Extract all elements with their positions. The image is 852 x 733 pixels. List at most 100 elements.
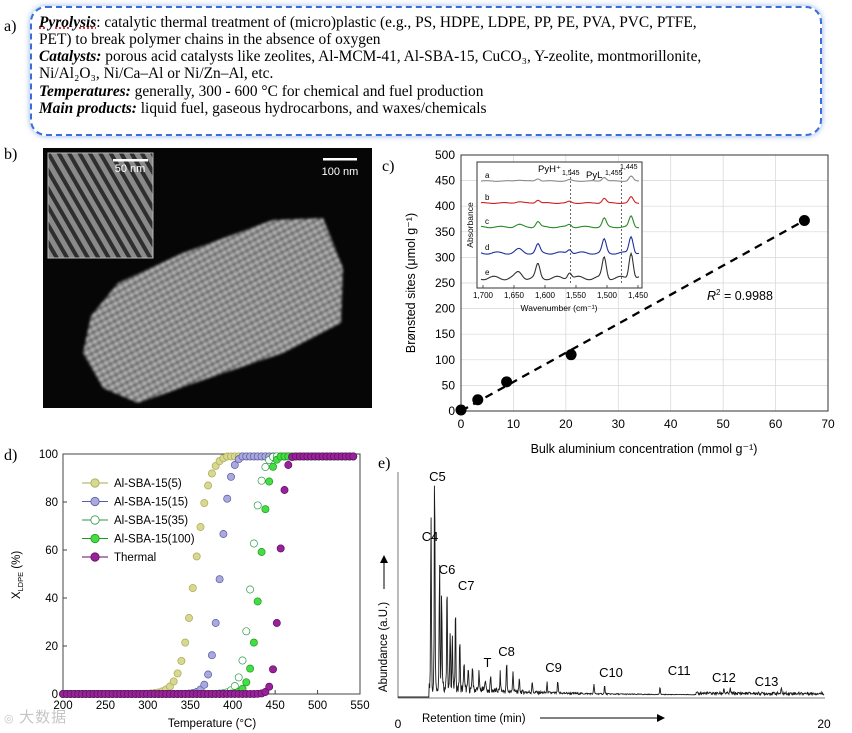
inset-trace: [480, 251, 640, 281]
d-data-point: [269, 462, 277, 471]
peak-label: C6: [439, 562, 456, 577]
legend-marker: [90, 496, 100, 507]
c-xtick-label: 50: [716, 417, 730, 431]
peak-label: C11: [668, 663, 691, 678]
d-data-point: [242, 678, 251, 687]
d-data-point: [181, 638, 190, 647]
peak-label: C12: [712, 670, 736, 685]
catalysts-text-1: porous acid catalysts like zeolites, Al-…: [101, 48, 702, 65]
inset-trace: [480, 215, 639, 229]
d-xtick-label: 550: [350, 700, 369, 712]
d-data-point: [242, 627, 251, 636]
d-data-point: [249, 638, 258, 647]
peak-label: C10: [599, 665, 623, 680]
inset-xtick-label: 1,550: [566, 291, 587, 300]
pyrolysis-text-1: : catalytic thermal treatment of (micro)…: [96, 14, 697, 31]
d-data-point: [185, 614, 193, 622]
d-data-point: [249, 539, 258, 548]
legend-label: Al-SBA-15(5): [114, 478, 182, 490]
legend-marker: [90, 515, 100, 525]
c-ytick-label: 300: [435, 250, 455, 264]
c-ytick-label: 350: [435, 225, 455, 239]
d-data-point: [188, 584, 197, 593]
inset-trace: [480, 175, 640, 182]
d-data-point: [272, 619, 281, 627]
d-series-Al-SBA-15(35): [59, 452, 358, 698]
inset-xlabel: Wavenumber (cm⁻¹): [521, 303, 598, 313]
c-data-point: [501, 376, 513, 388]
r2-sup: 2: [716, 288, 721, 297]
d-data-point: [219, 530, 228, 538]
d-data-point: [269, 665, 277, 674]
catalysts-line-2: Ni/Al₂O₃, Ni/Ca–Al or Ni/Zn–Al, etc.: [39, 65, 274, 82]
d-data-point: [227, 472, 235, 481]
legend-marker: [90, 533, 100, 544]
tem-micrograph: 50 nm 100 nm: [43, 148, 372, 408]
chart-d-ylabel: XLDPE (%): [11, 551, 25, 600]
chart-c-points: [455, 215, 810, 416]
panel-e-label: e): [378, 455, 391, 472]
d-data-point: [257, 476, 266, 485]
c-ytick-label: 50: [442, 378, 456, 392]
inset-xtick-label: 1,650: [504, 291, 525, 300]
inset-scale-bar: [113, 159, 148, 162]
d-series-Al-SBA-15(100): [59, 452, 358, 698]
d-data-point: [349, 452, 358, 461]
catalysts-term: Catalysts:: [39, 48, 102, 65]
d-data-point: [280, 486, 289, 494]
inset-trace: [480, 235, 640, 255]
temperatures-line: Temperatures: generally, 300 - 600 °C fo…: [39, 83, 483, 100]
d-xtick-label: 250: [96, 700, 115, 712]
d-data-point: [265, 477, 274, 486]
products-term: Main products:: [39, 100, 137, 117]
c-xtick-label: 20: [559, 417, 573, 431]
d-data-point: [192, 552, 201, 561]
panel-a-label: a): [4, 18, 17, 35]
inset-trace-labels: a b c d e: [485, 171, 490, 277]
d-data-point: [211, 619, 220, 627]
pyrolysis-line-1: Pyrolysis: catalytic thermal treatment o…: [39, 14, 697, 31]
inset-traces: [480, 175, 640, 281]
inset-trace-label: b: [485, 193, 490, 202]
legend-label: Al-SBA-15(35): [114, 515, 188, 527]
peak-label: C5: [429, 469, 446, 484]
d-data-point: [177, 656, 186, 665]
d-data-point: [253, 597, 262, 606]
legend-label: Al-SBA-15(15): [114, 497, 188, 509]
watermark: ◎ 大数据: [4, 706, 67, 727]
d-data-point: [246, 664, 255, 673]
inset-trace: [480, 195, 640, 204]
peak-label: C13: [755, 674, 779, 689]
d-data-point: [284, 461, 293, 469]
particle: [83, 218, 343, 403]
d-ytick-label: 60: [45, 545, 58, 557]
inset-xtick-label: 1,500: [597, 291, 618, 300]
inset-xtick-label: 1,450: [628, 291, 649, 300]
d-xtick-label: 300: [138, 700, 157, 712]
pyrolysis-term: Pyrolysis: [39, 14, 97, 31]
c-ytick-label: 100: [435, 353, 455, 367]
peak-label: C4: [422, 529, 439, 544]
chart-c-frame: [460, 154, 829, 412]
chart-c-ylabel: Brønsted sites (μmol g⁻¹): [404, 213, 418, 353]
temperatures-term: Temperatures:: [39, 83, 131, 100]
annot-pyh: PyH⁺: [538, 164, 561, 175]
chart-c-xticks: 0 10 20 30 40 50 60 70: [458, 417, 835, 431]
chart-e-ylabel: Abundance (a.U.): [378, 602, 390, 692]
d-series-Thermal: [59, 452, 358, 698]
d-xtick-label: 400: [223, 700, 242, 712]
c-xtick-label: 60: [769, 417, 783, 431]
d-data-point: [200, 680, 209, 689]
pyrolysis-line-2: PET) to break polymer chains in the abse…: [39, 31, 381, 48]
r2-value: = 0.9988: [720, 289, 773, 303]
d-ytick-label: 20: [45, 641, 58, 653]
chart-c-fit-line: [460, 219, 805, 413]
chart-e-xtick-0: 0: [395, 717, 402, 730]
d-xtick-label: 200: [53, 700, 72, 712]
d-data-point: [276, 544, 285, 553]
legend-marker: [90, 478, 100, 488]
inset-image: [47, 152, 154, 259]
